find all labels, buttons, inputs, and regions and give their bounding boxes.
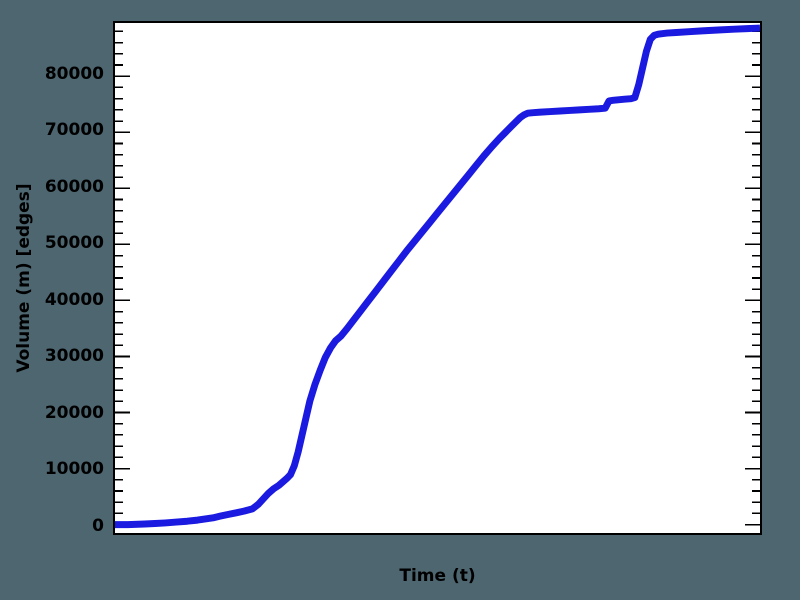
plot-svg [115, 24, 760, 529]
y-axis-tick-label: 50000 [44, 233, 104, 254]
y-axis-tick-label: 80000 [44, 63, 104, 84]
y-axis-tick-label: 70000 [44, 120, 104, 141]
y-axis-tick-labels: 0 10000 20000 30000 40000 50000 60000 70000 8000… [0, 0, 104, 600]
y-axis-tick-label: 30000 [44, 346, 104, 367]
y-axis-tick-label: 60000 [44, 176, 104, 197]
y-axis-tick-label: 20000 [44, 402, 104, 423]
y-axis-tick-label: 40000 [44, 289, 104, 310]
data-series-line [115, 24, 760, 529]
plot-area [113, 21, 762, 535]
y-axis-title: Volume (m) [edges] [14, 183, 34, 373]
x-axis-title: Time (t) [399, 566, 476, 586]
y-axis-tick-label: 0 [92, 515, 104, 536]
y-axis-tick-label: 10000 [44, 459, 104, 480]
